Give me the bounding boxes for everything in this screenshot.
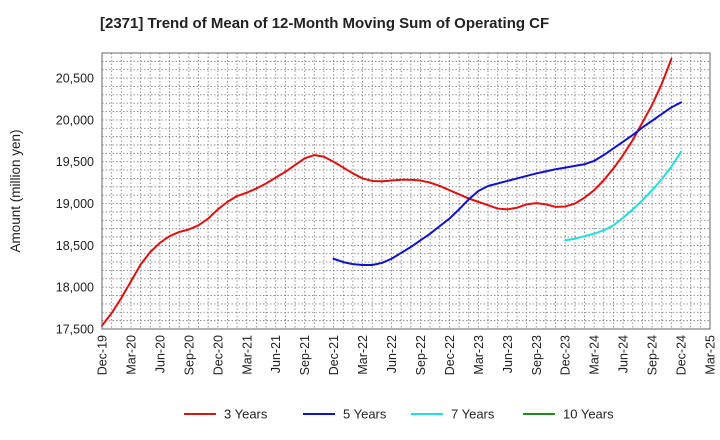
legend-item: 3 Years (184, 407, 268, 422)
x-tick-label: Jun-22 (385, 335, 399, 373)
legend-item: 10 Years (523, 407, 614, 422)
x-tick-label: Sep-24 (646, 335, 660, 375)
x-axis-tick-labels: Dec-19 Mar-20 Jun-20 Sep-20 Dec-20 Mar-21 Jun-… (96, 335, 718, 375)
x-tick-label: Dec-24 (675, 335, 689, 375)
x-tick-label: Sep-22 (414, 335, 428, 375)
series-lines (101, 57, 683, 327)
y-tick-label: 18,000 (56, 281, 94, 295)
y-tick-label: 19,500 (56, 155, 94, 169)
series-line-3-years (101, 57, 673, 327)
x-tick-label: Mar-20 (124, 335, 138, 375)
x-tick-label: Dec-19 (96, 335, 110, 375)
x-tick-label: Dec-22 (443, 335, 457, 375)
legend-label: 10 Years (563, 407, 614, 422)
legend-label: 5 Years (343, 407, 387, 422)
grid-lines (102, 53, 710, 329)
legend: 3 Years 5 Years 7 Years 10 Years (184, 407, 614, 422)
y-tick-label: 20,000 (56, 113, 94, 127)
legend-label: 7 Years (451, 407, 495, 422)
x-tick-label: Sep-23 (530, 335, 544, 375)
x-tick-label: Sep-20 (182, 335, 196, 375)
y-axis-tick-labels: 17,500 18,000 18,500 19,000 19,500 20,000 20,5… (56, 72, 94, 337)
x-tick-label: Mar-24 (588, 335, 602, 375)
x-tick-label: Mar-25 (704, 335, 718, 375)
legend-label: 3 Years (224, 407, 268, 422)
y-tick-label: 20,500 (56, 72, 94, 86)
x-tick-label: Sep-21 (298, 335, 312, 375)
x-tick-label: Jun-24 (617, 335, 631, 373)
series-line-5-years (332, 101, 683, 267)
x-tick-label: Dec-20 (211, 335, 225, 375)
x-tick-label: Jun-21 (269, 335, 283, 373)
y-tick-label: 19,000 (56, 197, 94, 211)
x-tick-label: Mar-23 (472, 335, 486, 375)
x-tick-label: Dec-23 (559, 335, 573, 375)
series-line-7-years (564, 150, 683, 242)
chart-title: [2371] Trend of Mean of 12-Month Moving … (100, 15, 549, 32)
y-axis-title: Amount (million yen) (8, 129, 23, 252)
legend-item: 7 Years (411, 407, 495, 422)
x-tick-label: Jun-23 (501, 335, 515, 373)
legend-item: 5 Years (303, 407, 387, 422)
x-tick-label: Dec-21 (327, 335, 341, 375)
y-tick-label: 18,500 (56, 239, 94, 253)
x-tick-label: Jun-20 (153, 335, 167, 373)
x-tick-label: Mar-21 (240, 335, 254, 375)
plot-area-frame (101, 52, 711, 330)
y-tick-label: 17,500 (56, 323, 94, 337)
x-tick-label: Mar-22 (356, 335, 370, 375)
